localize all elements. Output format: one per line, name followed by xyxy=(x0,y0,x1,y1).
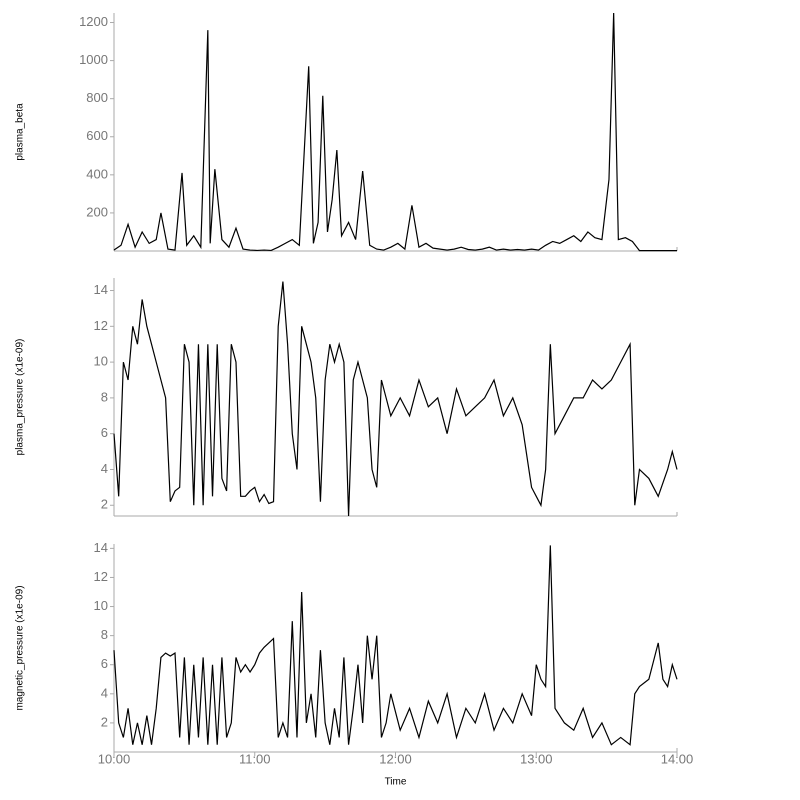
x-tick-label: 10:00 xyxy=(98,751,131,766)
y-tick-label: 14 xyxy=(94,282,108,297)
y-tick-label: 800 xyxy=(86,90,108,105)
y-axis-label: magnetic_pressure (x1e-09) xyxy=(15,585,26,710)
y-tick-label: 2 xyxy=(101,714,108,729)
y-tick-label: 4 xyxy=(101,461,108,476)
x-tick-label: 11:00 xyxy=(239,751,271,766)
y-tick-label: 12 xyxy=(94,569,108,584)
y-tick-label: 4 xyxy=(101,685,108,700)
x-tick-label: 14:00 xyxy=(661,751,694,766)
series-line xyxy=(113,545,678,746)
y-axis-label: plasma_beta xyxy=(15,103,26,161)
y-tick-label: 1000 xyxy=(79,52,108,67)
x-tick-label: 13:00 xyxy=(520,751,553,766)
y-axis-label: plasma_pressure (x1e-09) xyxy=(15,339,26,456)
y-tick-label: 10 xyxy=(94,598,108,613)
y-tick-label: 8 xyxy=(101,389,108,404)
y-tick-label: 6 xyxy=(101,425,108,440)
y-tick-label: 14 xyxy=(94,540,108,555)
y-tick-label: 6 xyxy=(101,656,108,671)
y-tick-label: 2 xyxy=(101,497,108,512)
x-axis-label: Time xyxy=(385,777,407,788)
y-tick-label: 1200 xyxy=(79,14,108,29)
series-line xyxy=(113,281,678,517)
series-line xyxy=(113,12,677,252)
y-tick-label: 600 xyxy=(86,128,108,143)
x-tick-label: 12:00 xyxy=(379,751,412,766)
y-tick-label: 200 xyxy=(86,204,108,219)
y-tick-label: 10 xyxy=(94,354,108,369)
y-tick-label: 400 xyxy=(86,166,108,181)
y-tick-label: 8 xyxy=(101,627,108,642)
y-tick-label: 12 xyxy=(94,318,108,333)
